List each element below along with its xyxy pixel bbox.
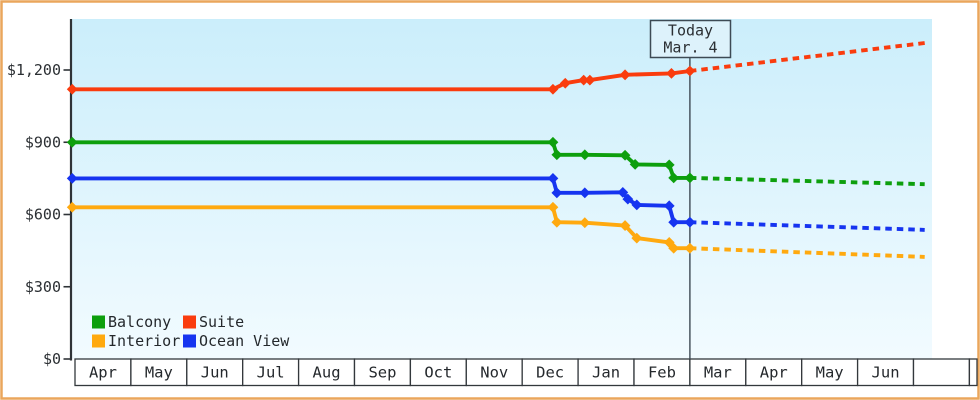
legend-swatch-balcony [92,315,105,329]
series-forecast-ocean-view [689,220,925,232]
month-label-jul-3: Jul [257,364,285,382]
data-point-marker-ocean-view [579,187,591,199]
data-point-marker-interior [66,201,78,213]
x-axis-month-row: Apr May Jun Jul Aug Sep Oct Nov Dec Jan Feb Mar Apr M… [74,358,978,387]
month-cell [912,358,971,387]
series-line-ocean-view [72,176,690,225]
month-label-jan-9: Jan [592,364,620,382]
y-axis-label-1200: $1,200 [7,61,61,79]
data-point-marker-balcony [551,149,563,161]
data-point-marker-ocean-view [66,172,78,184]
data-point-marker-interior [631,232,643,244]
data-point-marker-balcony [579,149,591,161]
month-cell [577,358,635,387]
month-cell [465,358,523,387]
month-label-sep-5: Sep [368,364,396,382]
y-axis-label-600: $600 [25,206,61,224]
month-label-dec-8: Dec [536,364,564,382]
month-label-jun-14: Jun [872,364,900,382]
series-forecast-suite [689,41,925,73]
data-point-marker-balcony [547,136,559,148]
data-point-marker-ocean-view [551,187,563,199]
month-cell [745,358,803,387]
month-cell [297,358,356,387]
data-point-marker-ocean-view [622,193,634,205]
data-point-marker-interior [684,242,696,254]
data-point-marker-interior [663,237,675,248]
data-point-marker-interior [551,216,563,228]
price-series-group [66,41,925,259]
data-point-marker-interior [619,220,631,231]
data-point-marker-balcony [668,172,680,184]
month-cell [242,358,300,387]
legend-label-ocean-view: Ocean View [199,332,290,350]
today-annotation: Today Mar. 4 [649,19,732,59]
month-cell [633,358,691,387]
series-forecast-balcony [689,175,925,187]
month-label-apr-0: Apr [89,364,117,382]
month-label-feb-10: Feb [648,364,676,382]
month-label-may-13: May [816,364,844,382]
today-label: Today [668,22,713,40]
month-cell [968,358,978,387]
data-point-marker-ocean-view [547,172,559,184]
data-point-marker-suite [666,67,677,79]
data-point-marker-ocean-view [668,216,680,228]
series-forecast-interior [689,246,925,259]
y-axis: $0 $300 $600 $900 $1,200 [7,19,73,368]
data-point-marker-balcony [629,159,641,170]
data-point-marker-suite [578,74,590,86]
data-point-marker-ocean-view [663,200,675,212]
data-point-marker-interior [668,242,680,254]
data-point-marker-balcony [619,149,631,161]
month-cell [353,358,412,387]
legend-swatch-ocean-view [183,334,196,348]
y-axis-label-900: $900 [25,133,61,151]
today-date-label: Mar. 4 [663,39,717,57]
month-label-jun-2: Jun [201,364,229,382]
month-label-nov-7: Nov [480,364,508,382]
data-point-marker-ocean-view [631,199,643,211]
data-point-marker-ocean-view [684,216,696,228]
data-point-marker-suite [66,83,78,95]
y-axis-label-0: $0 [43,350,61,368]
today-annotation-box [649,19,732,59]
data-point-marker-suite [584,74,596,86]
month-label-apr-12: Apr [760,364,788,382]
data-point-marker-ocean-view [617,186,629,198]
legend-label-interior: Interior [108,332,180,350]
month-label-mar-11: Mar [704,364,732,382]
month-label-oct-6: Oct [424,364,452,382]
data-point-marker-suite [619,69,631,81]
legend-swatch-interior [92,334,105,348]
legend-label-suite: Suite [199,313,244,331]
month-label-may-1: May [145,364,173,382]
data-point-marker-balcony [684,172,696,184]
y-axis-label-300: $300 [25,278,61,296]
month-cell [409,358,467,387]
legend-label-balcony: Balcony [108,313,171,331]
data-point-marker-balcony [663,159,675,171]
data-point-marker-balcony [66,136,78,148]
data-point-marker-suite [547,83,559,95]
legend: Balcony Suite Interior Ocean View [92,313,290,350]
data-point-marker-interior [547,201,559,213]
month-cell [521,358,579,387]
month-cell [689,358,747,387]
data-point-marker-interior [579,217,591,229]
month-cell [74,358,132,387]
month-cell [130,358,188,387]
legend-swatch-suite [183,315,196,329]
data-point-marker-suite [684,65,696,77]
data-point-marker-suite [559,77,571,89]
month-label-aug-4: Aug [313,364,341,382]
plot-area-background [72,19,932,359]
